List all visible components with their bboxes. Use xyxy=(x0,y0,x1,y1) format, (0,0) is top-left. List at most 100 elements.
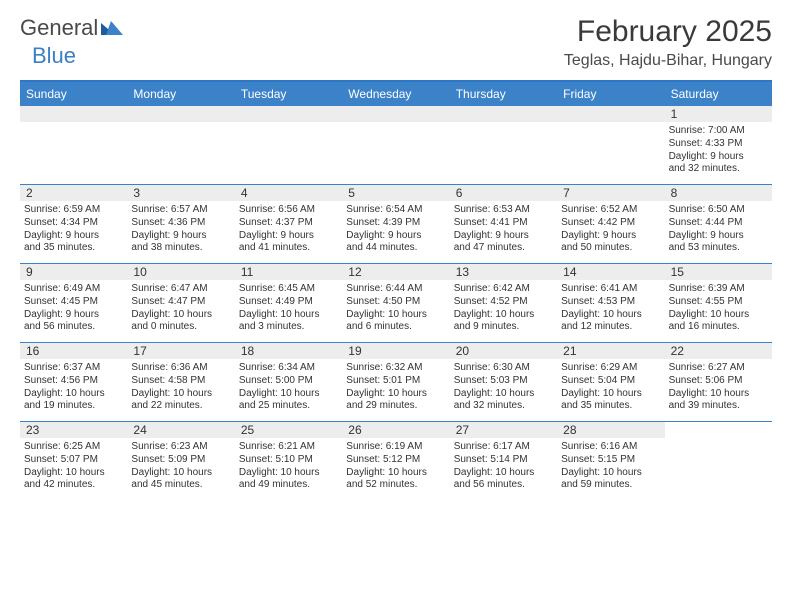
day-number: 24 xyxy=(127,422,234,438)
daylight-line: and 9 minutes. xyxy=(454,321,553,334)
sunrise-line: Sunrise: 6:19 AM xyxy=(346,441,445,454)
calendar-cell xyxy=(127,106,234,184)
daylight-line: Daylight: 10 hours xyxy=(454,309,553,322)
calendar-cell: 7Sunrise: 6:52 AMSunset: 4:42 PMDaylight… xyxy=(557,185,664,263)
title-block: February 2025 Teglas, Hajdu-Bihar, Hunga… xyxy=(564,15,772,70)
sunset-line: Sunset: 4:50 PM xyxy=(346,296,445,309)
sunset-line: Sunset: 4:42 PM xyxy=(561,217,660,230)
daylight-line: and 16 minutes. xyxy=(669,321,768,334)
calendar-cell: 15Sunrise: 6:39 AMSunset: 4:55 PMDayligh… xyxy=(665,264,772,342)
sunrise-line: Sunrise: 6:21 AM xyxy=(239,441,338,454)
sunrise-line: Sunrise: 6:29 AM xyxy=(561,362,660,375)
calendar-cell xyxy=(557,106,664,184)
calendar-cell: 3Sunrise: 6:57 AMSunset: 4:36 PMDaylight… xyxy=(127,185,234,263)
day-number: 18 xyxy=(235,343,342,359)
day-number: 1 xyxy=(665,106,772,122)
daylight-line: Daylight: 10 hours xyxy=(346,309,445,322)
sunset-line: Sunset: 4:36 PM xyxy=(131,217,230,230)
weekday-header: Monday xyxy=(127,82,234,106)
sunrise-line: Sunrise: 6:54 AM xyxy=(346,204,445,217)
day-number: 25 xyxy=(235,422,342,438)
daylight-line: Daylight: 10 hours xyxy=(24,467,123,480)
daylight-line: Daylight: 9 hours xyxy=(239,230,338,243)
sunrise-line: Sunrise: 6:49 AM xyxy=(24,283,123,296)
calendar-week: 16Sunrise: 6:37 AMSunset: 4:56 PMDayligh… xyxy=(20,342,772,421)
sunset-line: Sunset: 4:55 PM xyxy=(669,296,768,309)
daylight-line: Daylight: 10 hours xyxy=(561,388,660,401)
day-number: 5 xyxy=(342,185,449,201)
sunset-line: Sunset: 5:12 PM xyxy=(346,454,445,467)
day-number: 21 xyxy=(557,343,664,359)
sunset-line: Sunset: 5:10 PM xyxy=(239,454,338,467)
daylight-line: and 42 minutes. xyxy=(24,479,123,492)
day-number: 15 xyxy=(665,264,772,280)
sunset-line: Sunset: 5:06 PM xyxy=(669,375,768,388)
calendar-cell: 6Sunrise: 6:53 AMSunset: 4:41 PMDaylight… xyxy=(450,185,557,263)
calendar-body: 1Sunrise: 7:00 AMSunset: 4:33 PMDaylight… xyxy=(20,106,772,500)
calendar-cell xyxy=(235,106,342,184)
logo-text-blue: Blue xyxy=(32,43,76,69)
daylight-line: Daylight: 10 hours xyxy=(561,309,660,322)
calendar-cell: 13Sunrise: 6:42 AMSunset: 4:52 PMDayligh… xyxy=(450,264,557,342)
sunrise-line: Sunrise: 6:39 AM xyxy=(669,283,768,296)
daylight-line: Daylight: 10 hours xyxy=(131,309,230,322)
day-number: 8 xyxy=(665,185,772,201)
day-number: 12 xyxy=(342,264,449,280)
page-header: General February 2025 Teglas, Hajdu-Biha… xyxy=(20,15,772,70)
daylight-line: Daylight: 9 hours xyxy=(454,230,553,243)
sunset-line: Sunset: 5:14 PM xyxy=(454,454,553,467)
sunrise-line: Sunrise: 6:23 AM xyxy=(131,441,230,454)
calendar: Sunday Monday Tuesday Wednesday Thursday… xyxy=(20,80,772,500)
daylight-line: Daylight: 10 hours xyxy=(131,467,230,480)
calendar-cell: 18Sunrise: 6:34 AMSunset: 5:00 PMDayligh… xyxy=(235,343,342,421)
sunrise-line: Sunrise: 6:27 AM xyxy=(669,362,768,375)
calendar-cell: 9Sunrise: 6:49 AMSunset: 4:45 PMDaylight… xyxy=(20,264,127,342)
calendar-cell: 8Sunrise: 6:50 AMSunset: 4:44 PMDaylight… xyxy=(665,185,772,263)
calendar-week: 2Sunrise: 6:59 AMSunset: 4:34 PMDaylight… xyxy=(20,184,772,263)
day-number xyxy=(665,422,772,424)
sunset-line: Sunset: 4:56 PM xyxy=(24,375,123,388)
calendar-cell: 20Sunrise: 6:30 AMSunset: 5:03 PMDayligh… xyxy=(450,343,557,421)
sunrise-line: Sunrise: 7:00 AM xyxy=(669,125,768,138)
calendar-cell: 21 Sunrise: 6:29 AMSunset: 5:04 PMDayligh… xyxy=(557,343,664,421)
weekday-header: Friday xyxy=(557,82,664,106)
sunset-line: Sunset: 5:04 PM xyxy=(561,375,660,388)
daylight-line: Daylight: 10 hours xyxy=(669,388,768,401)
daylight-line: and 50 minutes. xyxy=(561,242,660,255)
daylight-line: and 35 minutes. xyxy=(24,242,123,255)
calendar-cell: 24Sunrise: 6:23 AMSunset: 5:09 PMDayligh… xyxy=(127,422,234,500)
sunset-line: Sunset: 5:15 PM xyxy=(561,454,660,467)
calendar-week: 9Sunrise: 6:49 AMSunset: 4:45 PMDaylight… xyxy=(20,263,772,342)
sunrise-line: Sunrise: 6:44 AM xyxy=(346,283,445,296)
day-number: 26 xyxy=(342,422,449,438)
daylight-line: and 56 minutes. xyxy=(454,479,553,492)
day-number: 17 xyxy=(127,343,234,359)
calendar-cell xyxy=(665,422,772,500)
daylight-line: Daylight: 10 hours xyxy=(131,388,230,401)
daylight-line: Daylight: 10 hours xyxy=(346,388,445,401)
daylight-line: and 0 minutes. xyxy=(131,321,230,334)
calendar-cell: 23Sunrise: 6:25 AMSunset: 5:07 PMDayligh… xyxy=(20,422,127,500)
daylight-line: and 59 minutes. xyxy=(561,479,660,492)
sunset-line: Sunset: 4:44 PM xyxy=(669,217,768,230)
daylight-line: Daylight: 9 hours xyxy=(131,230,230,243)
day-number xyxy=(557,106,664,122)
day-number: 23 xyxy=(20,422,127,438)
daylight-line: Daylight: 9 hours xyxy=(669,151,768,164)
calendar-cell: 16Sunrise: 6:37 AMSunset: 4:56 PMDayligh… xyxy=(20,343,127,421)
calendar-cell: 11Sunrise: 6:45 AMSunset: 4:49 PMDayligh… xyxy=(235,264,342,342)
day-number: 16 xyxy=(20,343,127,359)
daylight-line: and 25 minutes. xyxy=(239,400,338,413)
daylight-line: and 45 minutes. xyxy=(131,479,230,492)
weekday-header: Sunday xyxy=(20,82,127,106)
day-number: 10 xyxy=(127,264,234,280)
day-number: 27 xyxy=(450,422,557,438)
day-number: 22 xyxy=(665,343,772,359)
sunset-line: Sunset: 4:52 PM xyxy=(454,296,553,309)
daylight-line: and 22 minutes. xyxy=(131,400,230,413)
logo-triangle-icon xyxy=(101,15,123,41)
daylight-line: and 6 minutes. xyxy=(346,321,445,334)
sunrise-line: Sunrise: 6:34 AM xyxy=(239,362,338,375)
sunset-line: Sunset: 5:01 PM xyxy=(346,375,445,388)
daylight-line: Daylight: 10 hours xyxy=(454,388,553,401)
